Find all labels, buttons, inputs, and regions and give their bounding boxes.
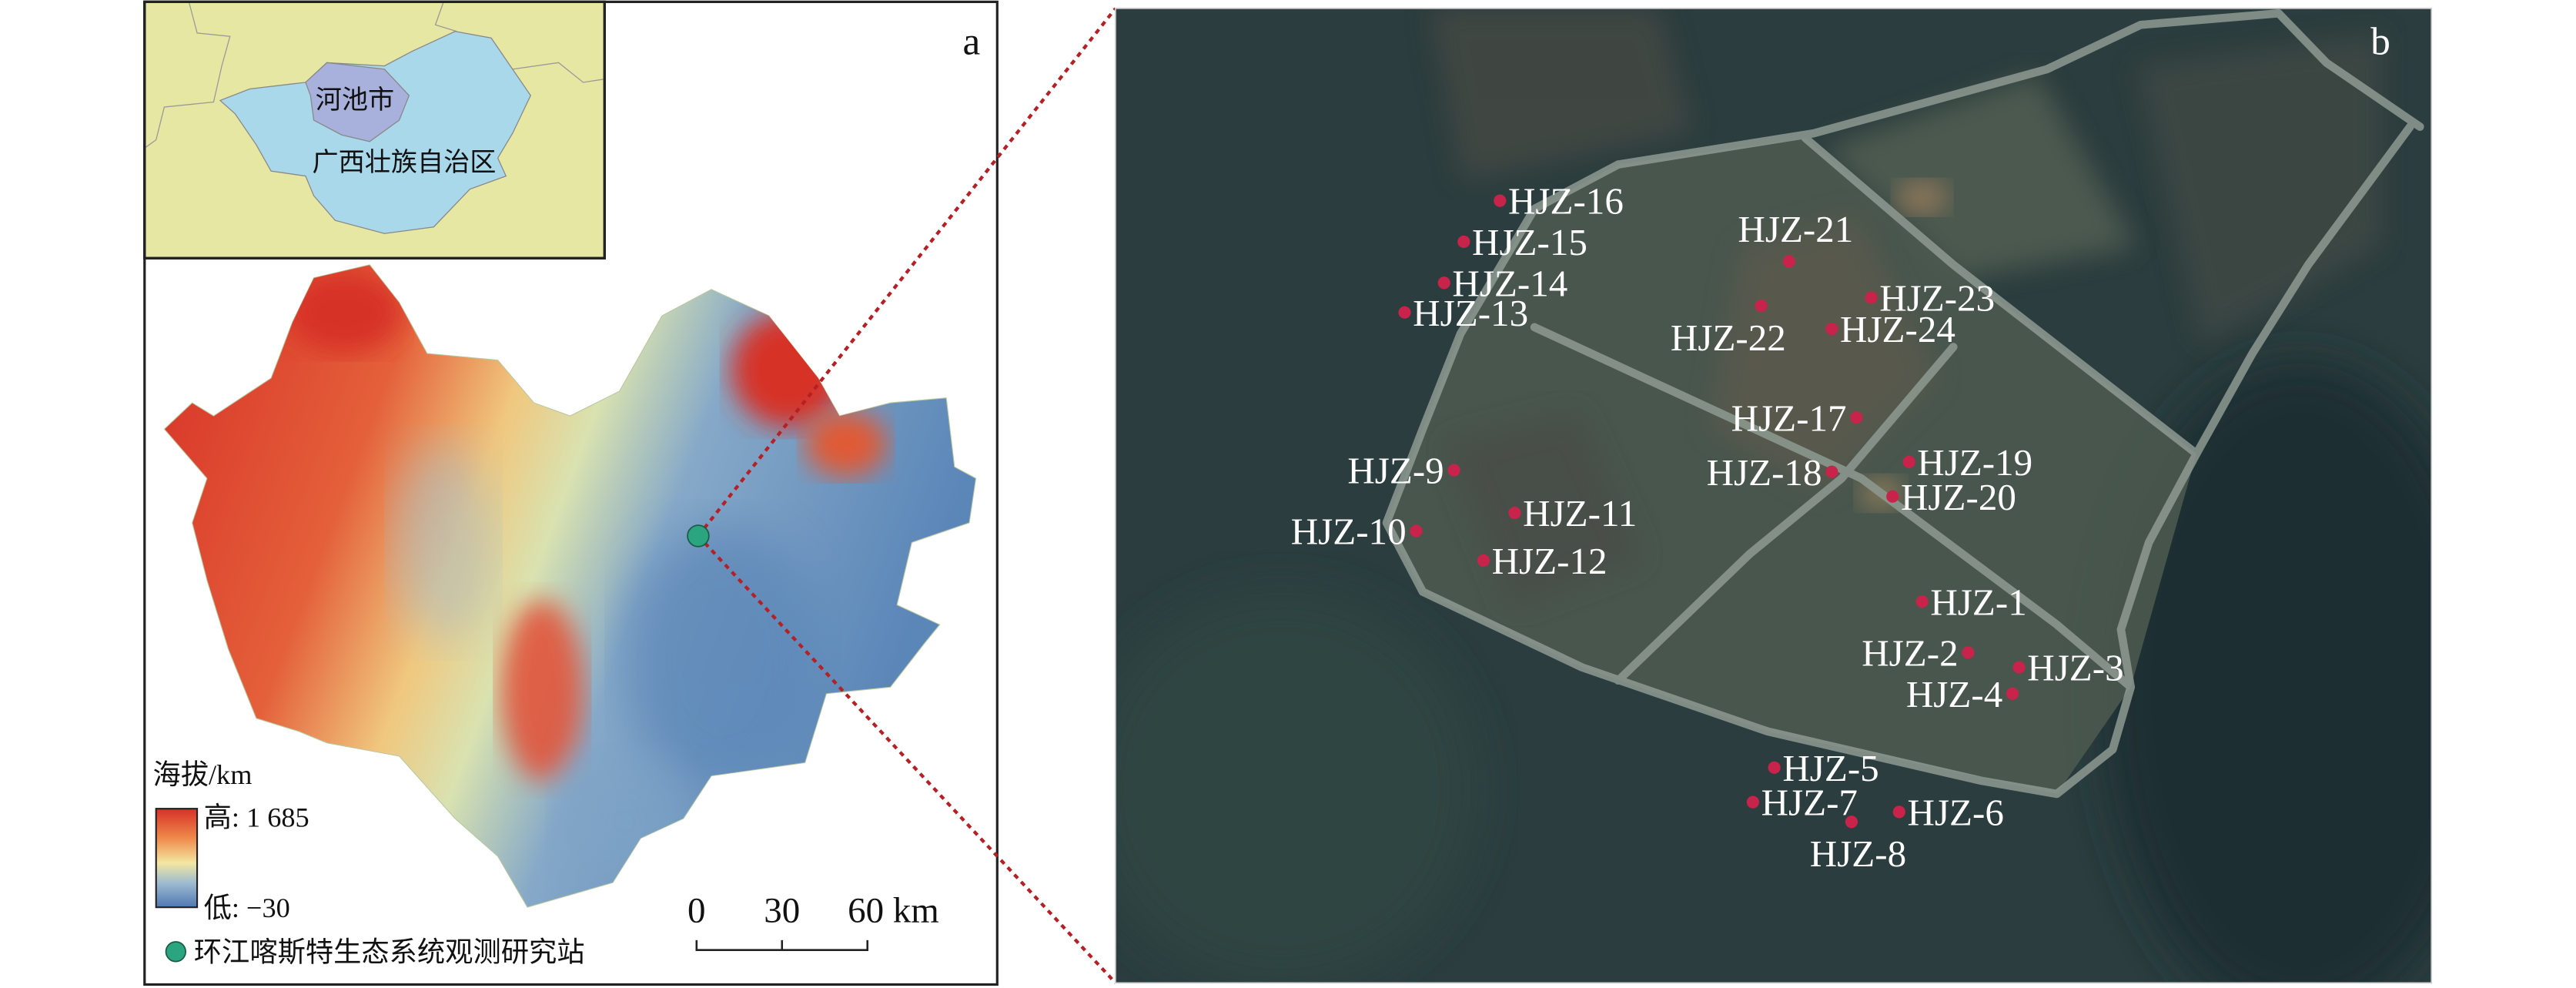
roads: [1382, 8, 2424, 799]
sampling-point-marker: [1825, 322, 1838, 336]
sampling-point-marker: [2012, 661, 2026, 674]
sampling-point-marker: [1410, 524, 1423, 538]
sampling-point-label: HJZ-4: [1906, 673, 2002, 715]
station-marker: [687, 524, 710, 548]
sampling-point-marker: [1902, 455, 1915, 468]
sampling-point: HJZ-19: [1902, 441, 2032, 484]
sampling-point-marker: [1886, 490, 1899, 503]
sampling-point: HJZ-6: [1892, 791, 2004, 833]
sampling-point-marker: [1915, 595, 1929, 608]
sampling-point-label: HJZ-2: [1862, 631, 1958, 674]
sampling-point-label: HJZ-14: [1452, 262, 1567, 304]
elevation-color-ramp: [155, 808, 199, 909]
sampling-point-label: HJZ-15: [1472, 221, 1587, 263]
sampling-point-marker: [1962, 646, 1975, 659]
scale-tick-30: 30: [764, 890, 800, 930]
station-legend-label: 环江喀斯特生态系统观测研究站: [194, 937, 585, 968]
sampling-point-marker: [1437, 276, 1450, 290]
scale-tick-60: 60 km: [848, 890, 939, 930]
sampling-points: HJZ-1 HJZ-2 HJZ-3 HJZ-4 HJZ-5 HJZ-6 HJZ-7 HJZ-8…: [1291, 180, 2124, 875]
satellite-image: HJZ-1 HJZ-2 HJZ-3 HJZ-4 HJZ-5 HJZ-6 HJZ-7 HJZ-8…: [1115, 8, 2432, 983]
sampling-point-marker: [1755, 300, 1768, 313]
sampling-point-label: HJZ-13: [1413, 292, 1528, 334]
sampling-point: HJZ-17: [1731, 397, 1863, 439]
sampling-point: HJZ-4: [1906, 673, 2019, 715]
sampling-point-label: HJZ-20: [1901, 476, 2016, 518]
sampling-point-marker: [1892, 805, 1905, 819]
sampling-point-marker: [1782, 255, 1795, 268]
sampling-point-label: HJZ-9: [1347, 450, 1444, 492]
callout-line-bottom: [697, 534, 1117, 984]
sampling-point-label: HJZ-3: [2027, 647, 2123, 689]
sampling-point: HJZ-2: [1862, 631, 1975, 674]
sampling-point: HJZ-13: [1398, 292, 1528, 334]
sampling-point-label: HJZ-21: [1738, 208, 1853, 250]
sampling-point-marker: [1508, 506, 1521, 520]
sampling-point: HJZ-10: [1291, 511, 1423, 553]
sampling-point-marker: [1494, 194, 1507, 207]
panel-a-letter: a: [962, 20, 980, 64]
sampling-point-label: HJZ-19: [1917, 441, 2032, 484]
sampling-point-marker: [1447, 464, 1460, 477]
sampling-point: HJZ-23: [1865, 277, 1995, 320]
sampling-point: HJZ-14: [1437, 262, 1567, 304]
legend: 海拔/km 高: 1 685 低: −30 环江喀斯特生态系统观测研究站: [152, 759, 584, 967]
legend-title: 海拔/km: [152, 759, 252, 790]
sampling-point: HJZ-1: [1915, 581, 2027, 623]
city-label: 河池市: [316, 85, 394, 115]
sampling-point: HJZ-3: [2012, 647, 2124, 689]
legend-high-label: 高: 1 685: [204, 802, 309, 833]
sampling-point-label: HJZ-10: [1291, 511, 1407, 553]
sampling-point-marker: [1850, 411, 1863, 424]
sampling-point-marker: [1865, 291, 1878, 304]
sampling-point: HJZ-7: [1746, 782, 1858, 824]
sampling-point-label: HJZ-22: [1671, 316, 1786, 359]
sampling-point-marker: [1768, 761, 1781, 774]
scale-bar: 0 30 60 km: [687, 890, 939, 951]
sampling-point-label: HJZ-24: [1840, 308, 1955, 350]
province-label: 广西壮族自治区: [313, 148, 497, 177]
sampling-point: HJZ-5: [1768, 747, 1879, 789]
sampling-point-label: HJZ-6: [1907, 791, 2003, 833]
legend-low-label: 低: −30: [204, 893, 290, 923]
sampling-point-label: HJZ-17: [1731, 397, 1847, 439]
sampling-point: HJZ-22: [1671, 300, 1786, 359]
panel-b-letter: b: [2370, 20, 2390, 64]
sampling-point: HJZ-16: [1494, 180, 1624, 223]
sampling-point-label: HJZ-16: [1508, 180, 1624, 223]
city-region: [305, 62, 410, 142]
sampling-point-label: HJZ-18: [1707, 451, 1822, 494]
sampling-point: HJZ-18: [1707, 451, 1838, 494]
inset-map: 河池市 广西壮族自治区: [143, 0, 606, 260]
sampling-point-label: HJZ-7: [1761, 782, 1858, 824]
callout-line-top: [697, 7, 1117, 538]
sampling-point-label: HJZ-23: [1879, 277, 1995, 320]
sampling-point: HJZ-20: [1886, 476, 2016, 518]
station-legend-icon: [165, 941, 186, 963]
scale-tick-0: 0: [687, 890, 705, 930]
sampling-point-label: HJZ-11: [1523, 492, 1637, 534]
sampling-point-marker: [1457, 235, 1470, 249]
sampling-point-label: HJZ-8: [1810, 832, 1906, 875]
sampling-point: HJZ-12: [1477, 540, 1607, 582]
sampling-point-marker: [1746, 795, 1760, 809]
sampling-point-marker: [1477, 554, 1490, 568]
panel-b-frame: [1115, 8, 2433, 984]
sampling-point: HJZ-21: [1738, 208, 1853, 268]
sampling-point-label: HJZ-5: [1782, 747, 1878, 789]
sampling-point: HJZ-11: [1508, 492, 1637, 534]
sampling-point: HJZ-8: [1810, 816, 1906, 875]
sampling-point: HJZ-24: [1825, 308, 1955, 350]
sampling-point: HJZ-15: [1457, 221, 1587, 263]
sampling-point-marker: [1845, 816, 1858, 829]
sampling-point-marker: [1398, 306, 1411, 319]
sampling-point-label: HJZ-12: [1492, 540, 1607, 582]
sampling-point: HJZ-9: [1347, 450, 1460, 492]
sampling-point-marker: [1825, 465, 1838, 478]
sampling-point-label: HJZ-1: [1930, 581, 2026, 623]
sampling-point-marker: [2006, 687, 2019, 700]
